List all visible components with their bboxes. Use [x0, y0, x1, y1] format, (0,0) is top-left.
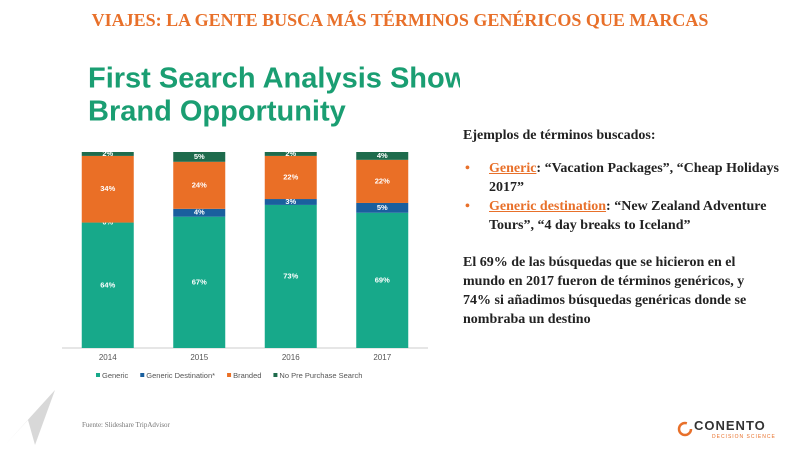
bullet: Generic destination: “New Zealand Advent…	[465, 197, 793, 235]
bar-segment	[173, 161, 226, 209]
logo-icon	[677, 421, 693, 437]
bar-segment	[173, 152, 226, 162]
legend-label: No Pre Purchase Search	[279, 371, 362, 380]
x-tick-label: 2016	[282, 353, 300, 362]
bar-segment	[264, 155, 317, 200]
bar-segment	[81, 152, 134, 156]
chart: First Search Analysis Shows Brand Opport…	[62, 63, 460, 380]
bar-segment	[356, 212, 409, 348]
bar-segment	[173, 216, 226, 348]
chart-title: Brand Opportunity	[88, 96, 346, 128]
legend-swatch	[227, 373, 232, 377]
source: Fuente: Slideshare TripAdvisor	[82, 421, 170, 429]
data-label: 73%	[283, 271, 298, 280]
slide-title: VIAJES: LA GENTE BUSCA MÁS TÉRMINOS GENÉ…	[91, 10, 709, 30]
data-label: 34%	[100, 184, 115, 193]
bullet-text: : “Vacation Packages”, “Cheap Holidays 2…	[489, 161, 779, 195]
paragraph: El 69% de las búsquedas que se hicieron …	[463, 255, 747, 327]
data-label: 64%	[100, 280, 115, 289]
legend-label: Generic	[102, 371, 129, 380]
bullet-list: Generic: “Vacation Packages”, “Cheap Hol…	[463, 159, 793, 235]
arrow-icon	[5, 390, 55, 445]
logo: CONENTO	[694, 418, 766, 433]
legend-swatch	[273, 373, 278, 377]
bar-segment	[264, 152, 317, 156]
bullet-text: : “New Zealand Adventure Tours”, “4 day …	[489, 199, 767, 233]
data-label: 4%	[377, 151, 388, 160]
bar-segment	[356, 152, 409, 160]
legend-label: Generic Destination*	[146, 371, 215, 380]
data-label: 2%	[102, 149, 113, 158]
bar-segment	[264, 204, 317, 348]
side-text: Ejemplos de términos buscados: Generic: …	[463, 126, 793, 329]
bar-segment	[81, 155, 134, 223]
logo-tagline: DECISION SCIENCE	[712, 434, 776, 440]
data-label: 24%	[192, 180, 207, 189]
data-label: 22%	[283, 172, 298, 181]
data-label: 5%	[377, 203, 388, 212]
x-tick-label: 2014	[99, 353, 117, 362]
data-label: 3%	[285, 197, 296, 206]
bar-segment	[173, 208, 226, 217]
data-label: 4%	[194, 208, 205, 217]
bar-segment	[264, 199, 317, 205]
heading: Ejemplos de términos buscados:	[463, 128, 656, 143]
data-label: 67%	[192, 277, 207, 286]
data-label: 69%	[375, 275, 390, 284]
x-tick-label: 2015	[190, 353, 208, 362]
bullet-label: Generic destination	[489, 199, 607, 214]
data-label: 5%	[194, 152, 205, 161]
data-label: 2%	[285, 149, 296, 158]
legend-label: Branded	[233, 371, 261, 380]
bar-segment	[356, 159, 409, 203]
data-label: 22%	[375, 176, 390, 185]
bullet-label: Generic	[489, 161, 537, 176]
bullet: Generic: “Vacation Packages”, “Cheap Hol…	[465, 159, 793, 197]
bar-segment	[81, 222, 134, 348]
legend-swatch	[140, 373, 145, 377]
legend-swatch	[96, 373, 100, 377]
chart-title: First Search Analysis Shows	[88, 63, 460, 95]
bar-segment	[356, 202, 409, 213]
decoration	[5, 390, 55, 445]
x-tick-label: 2017	[373, 353, 391, 362]
